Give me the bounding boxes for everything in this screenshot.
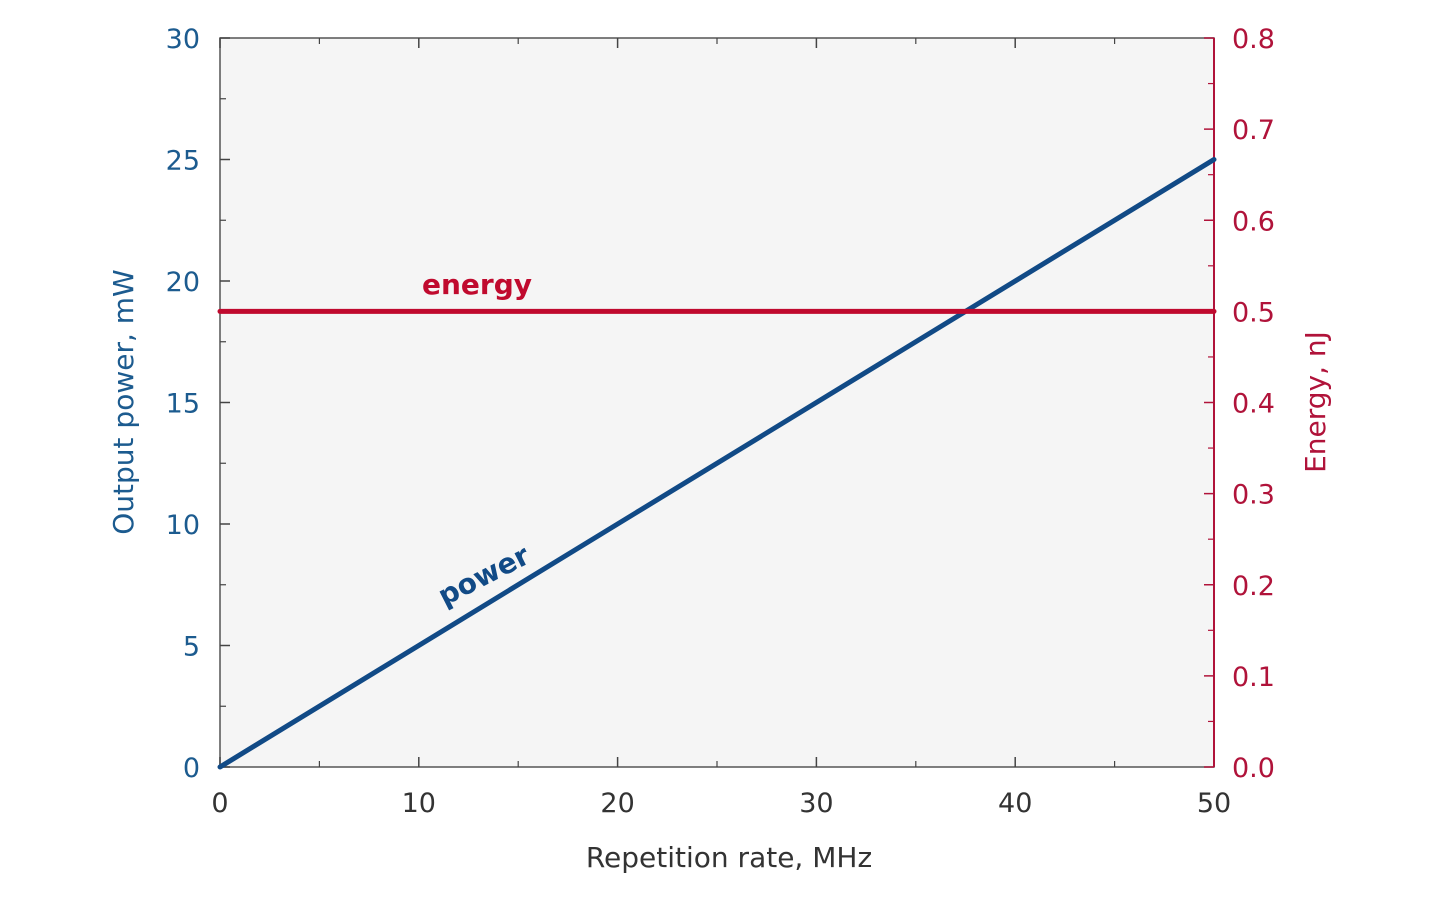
left-tick-label: 10 (166, 510, 200, 541)
x-tick-label: 0 (211, 788, 228, 819)
power-series-line (217, 157, 1217, 770)
left-y-axis-ticks: 0 5 10 15 20 25 30 (166, 24, 230, 784)
right-y-axis-ticks: 0.0 0.1 0.2 0.3 0.4 0.5 0.6 0.7 0.8 (1204, 24, 1275, 784)
left-tick-label: 0 (183, 753, 200, 784)
right-tick-label: 0.4 (1232, 389, 1275, 420)
right-tick-label: 0.1 (1232, 662, 1275, 693)
series-lines (217, 157, 1217, 770)
x-tick-label: 30 (799, 788, 833, 819)
right-tick-label: 0.3 (1232, 480, 1275, 511)
left-tick-label: 30 (166, 24, 200, 55)
right-tick-label: 0.7 (1232, 115, 1275, 146)
right-tick-label: 0.2 (1232, 571, 1275, 602)
right-tick-label: 0.6 (1232, 206, 1275, 237)
x-tick-label: 40 (998, 788, 1032, 819)
right-tick-label: 0.8 (1232, 24, 1275, 55)
left-y-axis-title: Output power, mW (107, 269, 140, 534)
left-tick-label: 20 (166, 267, 200, 298)
plot-area (219, 37, 1215, 768)
right-y-axis-title: Energy, nJ (1299, 331, 1332, 473)
right-tick-label: 0.0 (1232, 753, 1275, 784)
right-tick-label: 0.5 (1232, 297, 1275, 328)
x-axis-ticks: 0 10 20 30 40 50 (211, 38, 1231, 819)
energy-series-label: energy (422, 268, 532, 301)
x-tick-label: 50 (1197, 788, 1231, 819)
x-tick-label: 20 (600, 788, 634, 819)
left-tick-label: 5 (183, 632, 200, 663)
left-tick-label: 15 (166, 389, 200, 420)
x-tick-label: 10 (402, 788, 436, 819)
x-axis-title: Repetition rate, MHz (586, 841, 872, 874)
left-tick-label: 25 (166, 146, 200, 177)
